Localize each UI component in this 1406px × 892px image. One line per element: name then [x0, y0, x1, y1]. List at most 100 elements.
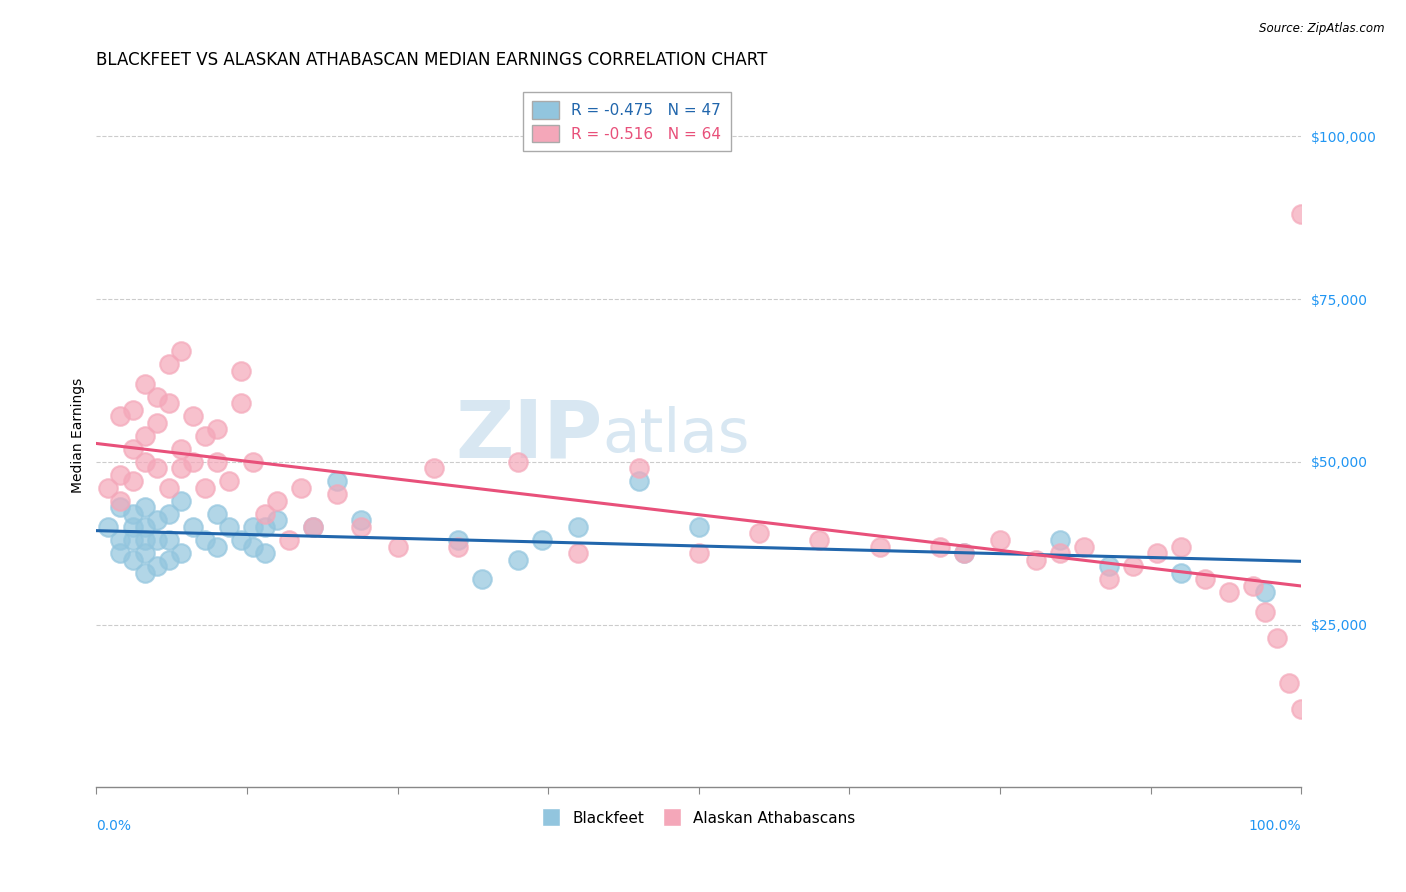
- Point: [567, 546, 589, 560]
- Point: [205, 455, 228, 469]
- Point: [254, 546, 277, 560]
- Point: [145, 416, 167, 430]
- Point: [627, 475, 650, 489]
- Point: [748, 526, 770, 541]
- Text: 100.0%: 100.0%: [1249, 819, 1302, 833]
- Point: [1291, 207, 1313, 221]
- Point: [688, 546, 710, 560]
- Y-axis label: Median Earnings: Median Earnings: [72, 378, 86, 493]
- Point: [1146, 546, 1168, 560]
- Point: [134, 533, 156, 547]
- Point: [254, 520, 277, 534]
- Point: [1218, 585, 1240, 599]
- Text: Source: ZipAtlas.com: Source: ZipAtlas.com: [1260, 22, 1385, 36]
- Point: [350, 520, 373, 534]
- Point: [326, 475, 349, 489]
- Point: [531, 533, 554, 547]
- Point: [242, 540, 264, 554]
- Point: [97, 481, 120, 495]
- Point: [447, 533, 470, 547]
- Point: [145, 513, 167, 527]
- Point: [350, 513, 373, 527]
- Point: [157, 357, 180, 371]
- Point: [1291, 702, 1313, 716]
- Point: [110, 533, 132, 547]
- Point: [506, 552, 529, 566]
- Point: [242, 520, 264, 534]
- Point: [157, 481, 180, 495]
- Point: [110, 546, 132, 560]
- Point: [170, 494, 193, 508]
- Point: [1170, 540, 1192, 554]
- Point: [266, 494, 288, 508]
- Point: [110, 500, 132, 515]
- Point: [1097, 559, 1119, 574]
- Point: [1254, 585, 1277, 599]
- Point: [157, 396, 180, 410]
- Point: [229, 533, 252, 547]
- Point: [1122, 559, 1144, 574]
- Point: [181, 455, 204, 469]
- Point: [121, 475, 143, 489]
- Point: [134, 566, 156, 580]
- Point: [869, 540, 891, 554]
- Point: [567, 520, 589, 534]
- Point: [170, 461, 193, 475]
- Point: [387, 540, 409, 554]
- Point: [1049, 546, 1071, 560]
- Text: 0.0%: 0.0%: [97, 819, 131, 833]
- Point: [627, 461, 650, 475]
- Point: [229, 364, 252, 378]
- Point: [157, 507, 180, 521]
- Point: [1073, 540, 1095, 554]
- Point: [110, 467, 132, 482]
- Point: [121, 533, 143, 547]
- Point: [121, 402, 143, 417]
- Point: [422, 461, 444, 475]
- Point: [181, 520, 204, 534]
- Legend: Blackfeet, Alaskan Athabascans: Blackfeet, Alaskan Athabascans: [536, 805, 862, 832]
- Point: [278, 533, 301, 547]
- Text: ZIP: ZIP: [456, 397, 602, 475]
- Point: [134, 500, 156, 515]
- Point: [134, 546, 156, 560]
- Point: [808, 533, 831, 547]
- Point: [194, 481, 217, 495]
- Point: [194, 533, 217, 547]
- Point: [266, 513, 288, 527]
- Point: [254, 507, 277, 521]
- Point: [170, 442, 193, 456]
- Point: [688, 520, 710, 534]
- Point: [110, 409, 132, 424]
- Point: [145, 533, 167, 547]
- Point: [988, 533, 1011, 547]
- Point: [302, 520, 325, 534]
- Point: [1254, 605, 1277, 619]
- Point: [1265, 631, 1288, 645]
- Point: [218, 475, 240, 489]
- Point: [471, 572, 494, 586]
- Point: [205, 540, 228, 554]
- Point: [953, 546, 976, 560]
- Point: [205, 422, 228, 436]
- Point: [302, 520, 325, 534]
- Point: [121, 442, 143, 456]
- Point: [157, 552, 180, 566]
- Point: [1170, 566, 1192, 580]
- Point: [145, 559, 167, 574]
- Text: atlas: atlas: [602, 407, 749, 466]
- Point: [121, 552, 143, 566]
- Point: [447, 540, 470, 554]
- Point: [134, 376, 156, 391]
- Point: [1241, 579, 1264, 593]
- Point: [145, 461, 167, 475]
- Text: BLACKFEET VS ALASKAN ATHABASCAN MEDIAN EARNINGS CORRELATION CHART: BLACKFEET VS ALASKAN ATHABASCAN MEDIAN E…: [97, 51, 768, 69]
- Point: [181, 409, 204, 424]
- Point: [1194, 572, 1216, 586]
- Point: [97, 520, 120, 534]
- Point: [157, 533, 180, 547]
- Point: [145, 390, 167, 404]
- Point: [218, 520, 240, 534]
- Point: [1049, 533, 1071, 547]
- Point: [953, 546, 976, 560]
